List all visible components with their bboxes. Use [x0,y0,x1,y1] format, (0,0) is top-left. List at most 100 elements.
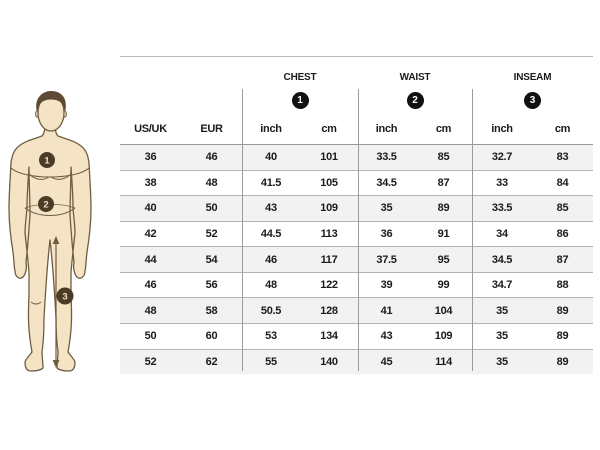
table-cell: 33.5 [376,151,397,164]
table-cell: 46 [265,253,277,266]
inseam-arrow [52,236,60,368]
table-cell: 39 [380,279,393,292]
col-header-waist-cm: cm [435,122,452,135]
table-cell: 46 [144,279,157,292]
table-cell: 33.5 [491,202,513,215]
table-cell: 89 [556,355,569,368]
table-cell: 85 [556,202,569,215]
table-cell: 55 [265,355,277,368]
col-header-usuk: US/UK [134,122,167,135]
table-cell: 50.5 [260,304,282,317]
waist-group-label: WAIST [399,72,431,83]
column-divider [472,89,473,371]
waist-marker-cell: 2 [358,87,472,113]
table-cell: 117 [320,253,338,266]
table-cell: 35 [496,304,508,317]
table-cell: 113 [320,227,338,240]
figure-marker-waist: 2 [38,196,54,212]
size-table: CHEST WAIST INSEAM 1 2 3 US/UK EUR inch … [120,56,593,375]
table-cell: 84 [556,176,569,189]
table-cell: 43 [380,330,393,343]
table-row: 38 48 41.5 105 34.5 87 33 84 [120,169,593,196]
table-cell: 41 [380,304,393,317]
table-cell: 99 [437,279,450,292]
chest-marker-badge: 1 [291,91,309,109]
table-cell: 34.5 [376,176,397,189]
col-header-inseam-inch: inch [491,122,513,135]
table-cell: 52 [205,227,218,240]
table-body: 36 46 40 101 33.5 85 32.7 83 38 48 41.5 105 34.5 87 33… [120,144,593,375]
body-measurement-figure: 1 2 3 [4,90,114,382]
table-cell: 35 [380,202,393,215]
svg-text:2: 2 [43,199,48,210]
table-cell: 40 [144,202,157,215]
table-cell: 44.5 [260,227,282,240]
knee-crease-left [30,301,42,305]
col-header-waist-inch: inch [375,122,398,135]
table-cell: 44 [144,253,157,266]
table-cell: 83 [556,151,569,164]
table-cell: 58 [205,304,218,317]
table-cell: 34.5 [491,253,513,266]
table-row: 42 52 44.5 113 36 91 34 86 [120,220,593,247]
table-cell: 89 [556,330,569,343]
table-cell: 48 [144,304,157,317]
table-cell: 104 [434,304,453,317]
col-header-chest-inch: inch [260,122,282,135]
table-cell: 36 [380,227,393,240]
table-header: CHEST WAIST INSEAM 1 2 3 US/UK EUR inch … [120,57,593,144]
waist-line-lower [24,207,76,217]
table-cell: 101 [320,151,338,164]
table-cell: 122 [320,279,338,292]
table-cell: 62 [205,355,218,368]
table-cell: 36 [144,151,157,164]
table-cell: 87 [437,176,450,189]
table-cell: 32.7 [491,151,513,164]
chest-marker-cell: 1 [242,87,358,113]
table-row: 36 46 40 101 33.5 85 32.7 83 [120,145,593,170]
svg-text:3: 3 [62,291,67,302]
table-cell: 140 [320,355,338,368]
table-cell: 35 [496,330,508,343]
chest-line [10,167,90,178]
table-cell: 88 [556,279,569,292]
male-figure-illustration: 1 2 3 [8,91,92,372]
table-cell: 37.5 [376,253,397,266]
table-cell: 60 [205,330,218,343]
table-cell: 95 [437,253,450,266]
table-cell: 53 [265,330,277,343]
table-cell: 48 [205,176,218,189]
table-cell: 50 [205,202,218,215]
figure-marker-inseam: 3 [56,287,74,305]
table-cell: 128 [320,304,338,317]
table-row: 40 50 43 109 35 89 33.5 85 [120,195,593,221]
column-divider [358,89,359,371]
table-cell: 89 [437,202,450,215]
inseam-marker-cell: 3 [472,87,593,113]
table-cell: 87 [556,253,569,266]
table-cell: 45 [380,355,393,368]
table-cell: 38 [144,176,157,189]
table-cell: 34.7 [491,279,513,292]
table-row: 52 62 55 140 45 114 35 89 [120,348,593,375]
table-cell: 46 [205,151,218,164]
table-cell: 89 [556,304,569,317]
inseam-marker-badge: 3 [524,91,541,109]
col-header-inseam-cm: cm [554,122,571,135]
table-cell: 86 [556,227,569,240]
head [37,95,65,132]
chest-group-label: CHEST [283,72,317,83]
table-cell: 48 [265,279,277,292]
inseam-group-label: INSEAM [513,72,552,83]
table-row: 46 56 48 122 39 99 34.7 88 [120,271,593,298]
table-cell: 134 [320,330,338,343]
table-cell: 85 [437,151,450,164]
table-cell: 33 [496,176,508,189]
table-cell: 109 [434,330,453,343]
table-cell: 40 [265,151,277,164]
table-cell: 109 [320,202,338,215]
col-header-chest-cm: cm [321,122,337,135]
table-cell: 42 [144,227,157,240]
table-cell: 35 [496,355,508,368]
